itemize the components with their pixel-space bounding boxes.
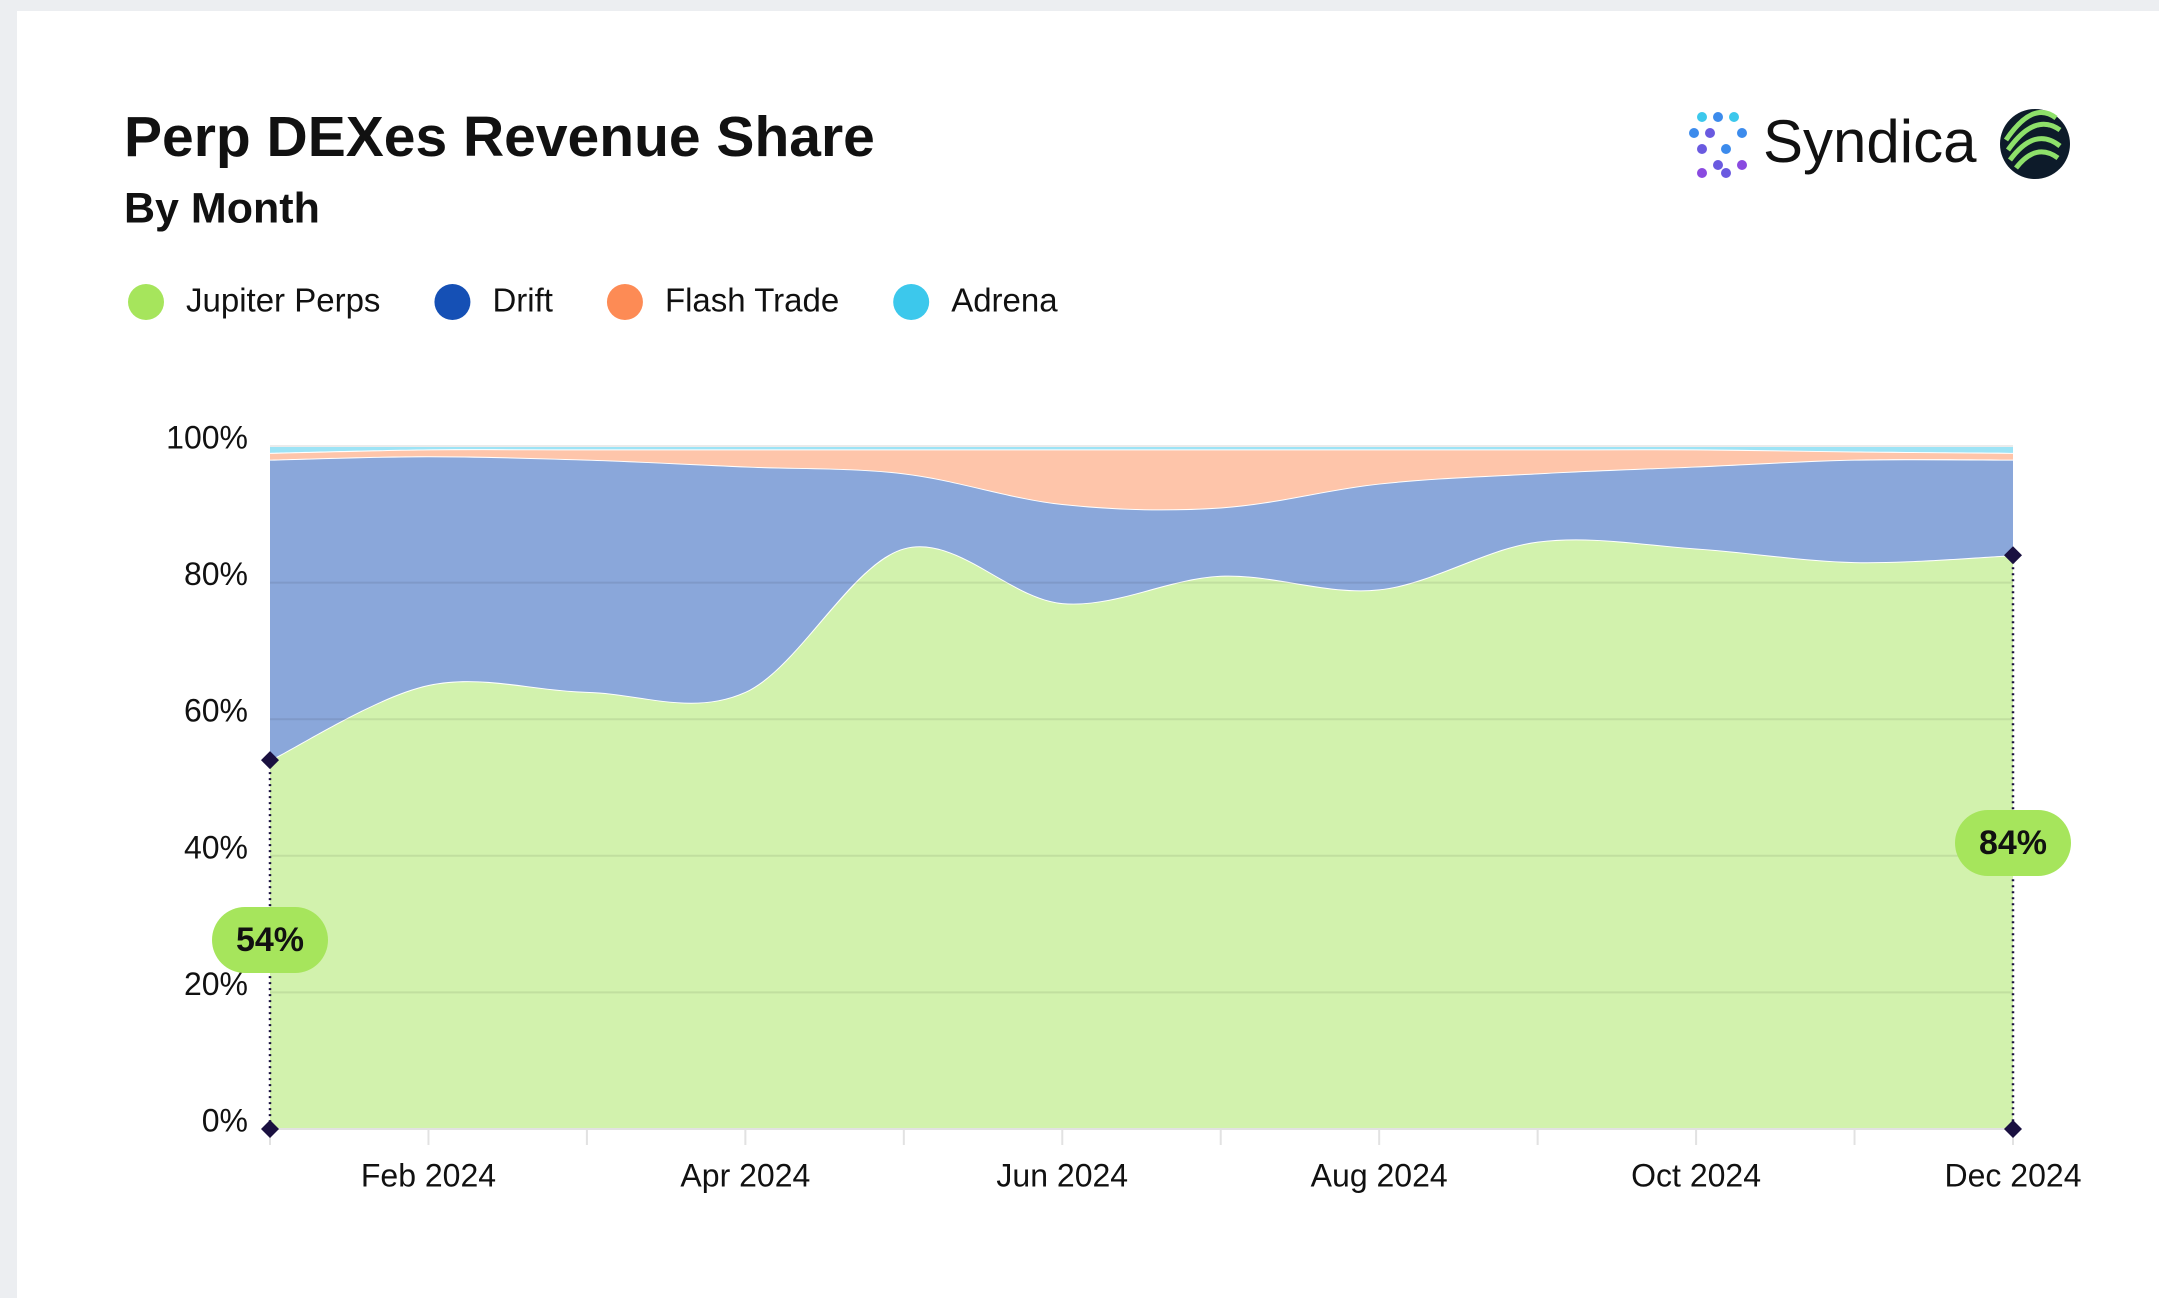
value-label: 84%: [1979, 824, 2047, 862]
y-tick-label: 40%: [184, 829, 248, 865]
value-label: 54%: [236, 921, 304, 959]
y-tick-label: 0%: [202, 1102, 248, 1138]
area: [270, 539, 2013, 1129]
brand-icon: [1689, 112, 1747, 178]
legend-swatch: [606, 284, 643, 320]
legend-swatch: [128, 284, 164, 320]
legend-swatch: [893, 284, 930, 320]
x-tick-label: Dec 2024: [1945, 1157, 2082, 1193]
x-tick-label: Aug 2024: [1311, 1157, 1448, 1193]
base-marker: [2004, 1120, 2022, 1138]
y-tick-label: 60%: [184, 693, 248, 729]
base-marker: [261, 1120, 279, 1138]
area: [270, 449, 2013, 510]
x-tick-label: Oct 2024: [1631, 1157, 1761, 1193]
value-label-pill: [1955, 810, 2071, 876]
legend-label: Adrena: [951, 282, 1058, 319]
point-marker: [2004, 546, 2022, 565]
chart-subtitle: By Month: [124, 184, 320, 232]
x-tick-label: Feb 2024: [361, 1157, 496, 1193]
value-label-pill: [212, 907, 328, 973]
chart-title: Perp DEXes Revenue Share: [124, 105, 875, 169]
x-tick-label: Apr 2024: [680, 1157, 810, 1193]
point-marker: [261, 751, 279, 770]
x-tick-label: Jun 2024: [996, 1157, 1128, 1193]
area: [270, 456, 2013, 761]
brand-name: Syndica: [1763, 108, 1977, 175]
legend-label: Drift: [492, 282, 553, 319]
y-tick-label: 80%: [184, 556, 248, 592]
area: [270, 446, 2013, 453]
legend-label: Flash Trade: [665, 282, 839, 319]
legend-swatch: [434, 284, 471, 320]
legend-label: Jupiter Perps: [186, 282, 380, 319]
y-tick-label: 100%: [166, 419, 248, 455]
brand-logo: [2000, 109, 2070, 179]
